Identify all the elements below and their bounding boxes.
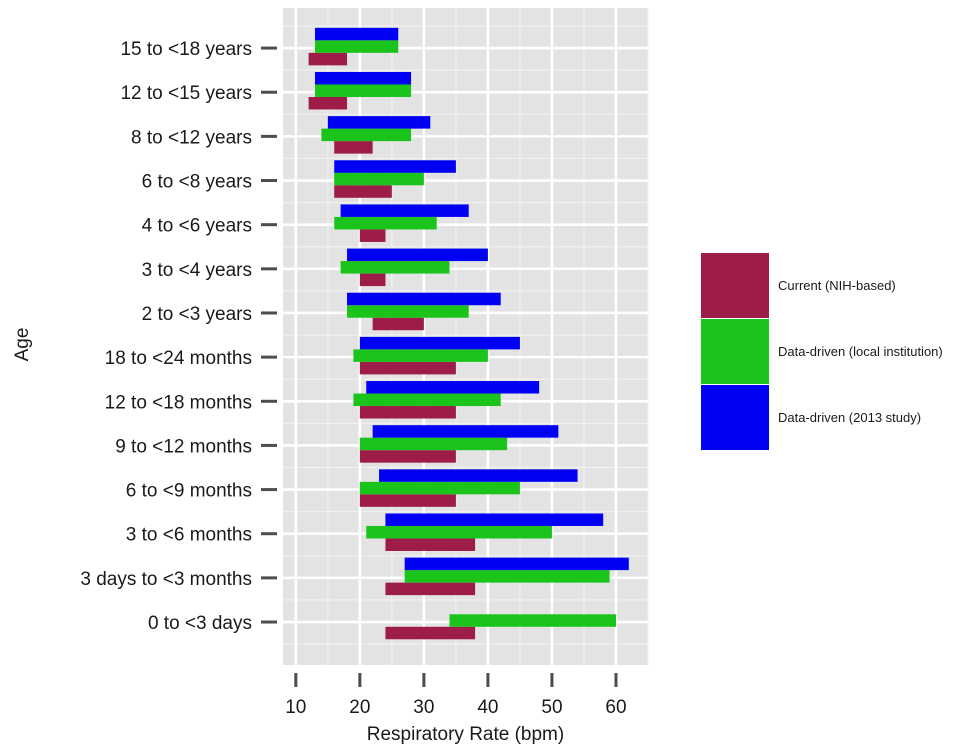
bar [315, 40, 398, 53]
bar [341, 204, 469, 217]
bar [360, 337, 520, 350]
y-tick-label: 18 to <24 months [105, 348, 252, 369]
x-tick-label: 40 [477, 697, 498, 718]
bar [385, 583, 475, 596]
bar [360, 229, 386, 242]
y-tick-label: 9 to <12 months [115, 436, 252, 457]
bar [315, 28, 398, 41]
bar [379, 469, 578, 482]
bar [360, 406, 456, 419]
legend-label: Current (NIH-based) [778, 278, 896, 293]
bar [334, 217, 436, 230]
x-tick-label: 30 [413, 697, 434, 718]
bar [309, 53, 347, 65]
y-tick-label: 4 to <6 years [142, 216, 252, 237]
legend-swatch [701, 385, 769, 450]
y-tick-label: 0 to <3 days [148, 613, 252, 634]
bar [366, 526, 552, 539]
bar [341, 261, 450, 274]
x-axis: 10 20 30 40 50 60 [285, 673, 626, 718]
legend-swatch [701, 319, 769, 384]
bar [360, 482, 520, 495]
bar [385, 538, 475, 551]
bar [449, 614, 615, 627]
x-tick-label: 10 [285, 697, 306, 718]
bar [373, 425, 559, 438]
bar [309, 97, 347, 110]
y-axis-title: Age [12, 328, 33, 362]
y-tick-label: 3 days to <3 months [80, 569, 252, 590]
y-axis: 15 to <18 years 12 to <15 years 8 to <12 y… [80, 39, 277, 634]
y-tick-label: 6 to <9 months [126, 481, 252, 502]
bar [321, 129, 411, 142]
bar [353, 349, 487, 362]
bar [334, 141, 372, 154]
bar [385, 627, 475, 640]
bar [347, 305, 469, 318]
y-tick-label: 3 to <6 months [126, 525, 252, 546]
bar [360, 438, 507, 451]
x-tick-label: 20 [349, 697, 370, 718]
bar [353, 394, 500, 407]
bar [360, 494, 456, 507]
bar [405, 570, 610, 583]
bar [328, 116, 430, 129]
y-tick-label: 12 to <18 months [105, 392, 252, 413]
y-tick-label: 6 to <8 years [142, 172, 252, 193]
bar [315, 72, 411, 85]
y-tick-label: 15 to <18 years [120, 39, 252, 60]
bar [360, 362, 456, 375]
legend-label: Data-driven (local institution) [778, 344, 943, 359]
bar [360, 450, 456, 463]
legend-label: Data-driven (2013 study) [778, 410, 921, 425]
x-axis-title: Respiratory Rate (bpm) [367, 724, 564, 745]
bar [334, 160, 456, 173]
bar [334, 173, 424, 186]
bar [347, 249, 488, 262]
legend-swatch [701, 253, 769, 318]
legend: Current (NIH-based) Data-driven (local in… [701, 253, 943, 450]
y-tick-label: 2 to <3 years [142, 304, 252, 325]
y-tick-label: 12 to <15 years [120, 83, 252, 104]
bar [334, 185, 392, 198]
bar [366, 381, 539, 394]
bar [315, 84, 411, 97]
bar [385, 513, 603, 526]
bar [405, 558, 629, 571]
x-tick-label: 50 [541, 697, 562, 718]
y-tick-label: 8 to <12 years [131, 127, 252, 148]
bar [360, 274, 386, 287]
x-tick-label: 60 [605, 697, 626, 718]
y-tick-label: 3 to <4 years [142, 260, 252, 281]
bar [347, 293, 501, 306]
bar [373, 318, 424, 331]
